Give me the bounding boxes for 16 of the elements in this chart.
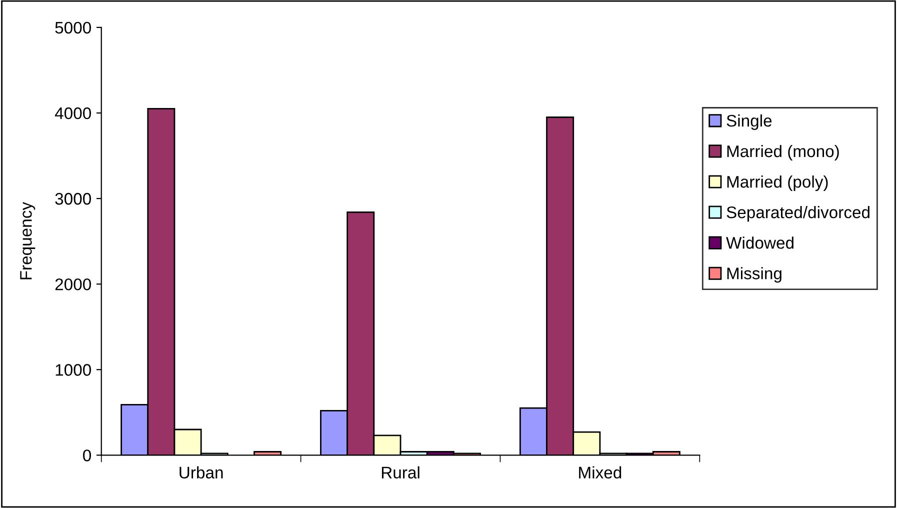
y-tick-label: 0 xyxy=(83,450,91,462)
legend-label: Married (mono) xyxy=(727,144,839,160)
x-tick-label: Urban xyxy=(180,466,223,479)
y-tick-label: 2000 xyxy=(55,278,91,290)
x-tick-label: Rural xyxy=(382,466,420,479)
y-tick-label: 3000 xyxy=(55,192,91,205)
y-tick-label: 4000 xyxy=(54,107,91,120)
legend-label: Separated/divorced xyxy=(726,206,870,222)
y-tick-label: 1000 xyxy=(56,364,91,376)
y-tick-label: 5000 xyxy=(55,22,91,34)
legend-label: Missing xyxy=(727,267,782,283)
legend-label: Married (poly) xyxy=(727,175,828,192)
legend-label: Widowed xyxy=(726,236,794,249)
y-axis-title: Frequency xyxy=(20,202,36,280)
legend-label: Single xyxy=(726,114,772,130)
x-tick-label: Mixed xyxy=(579,466,622,479)
